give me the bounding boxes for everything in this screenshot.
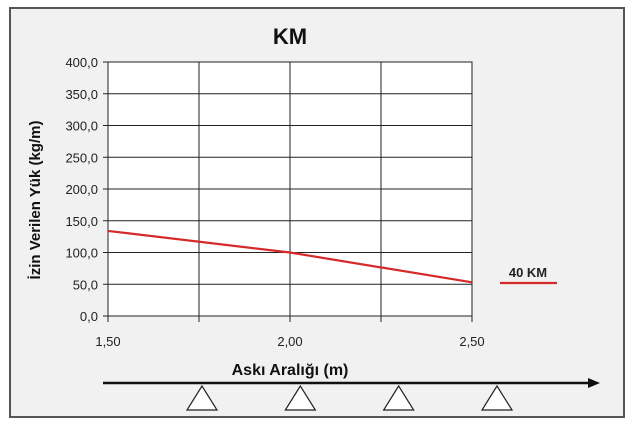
y-tick-label: 400,0 — [65, 55, 98, 70]
series-group — [107, 229, 473, 284]
grid — [103, 61, 473, 322]
x-tick-label: 2,50 — [459, 334, 484, 349]
y-tick-label: 0,0 — [80, 309, 98, 324]
beam-diagram — [103, 378, 600, 411]
support-triangle-icon — [480, 384, 514, 411]
tick-labels: 0,0 50,0 100,0 150,0 200,0 250,0 300,0 350,0 400… — [65, 55, 484, 349]
y-tick-label: 300,0 — [65, 119, 98, 134]
support-triangle-icon — [382, 384, 415, 411]
y-tick-label: 50,0 — [73, 277, 98, 292]
y-tick-label: 350,0 — [65, 87, 98, 102]
legend: 40 KM — [500, 265, 557, 285]
support-triangle-icon — [185, 384, 219, 411]
x-tick-label: 2,00 — [277, 334, 302, 349]
x-tick-label: 1,50 — [95, 334, 120, 349]
legend-label: 40 KM — [509, 265, 547, 280]
chart-title: KM — [273, 24, 307, 49]
y-tick-label: 100,0 — [65, 246, 98, 261]
y-tick-label: 200,0 — [65, 182, 98, 197]
x-axis-label: Askı Aralığı (m) — [232, 362, 349, 379]
arrow-head-icon — [588, 378, 600, 388]
y-tick-label: 150,0 — [65, 214, 98, 229]
support-triangle-icon — [284, 384, 317, 411]
y-axis-label: İzin Verilen Yük (kg/m) — [27, 121, 44, 280]
y-tick-label: 250,0 — [65, 150, 98, 165]
